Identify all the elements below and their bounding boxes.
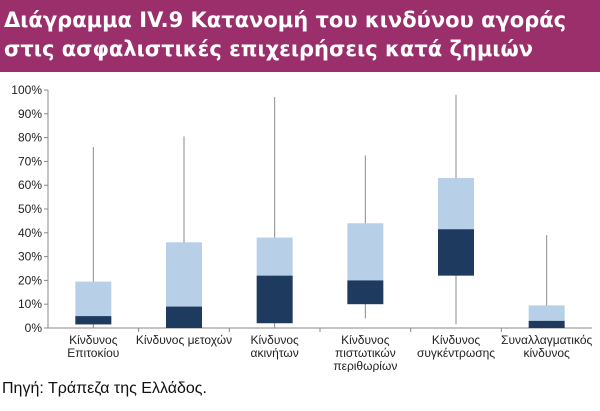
x-category-label: ακινήτων (251, 346, 299, 360)
x-category-label: Κίνδυνος (69, 333, 118, 347)
y-tick-label: 80% (18, 131, 42, 145)
box-upper-segment (347, 223, 384, 281)
title-banner: Διάγραμμα IV.9 Κατανομή του κινδύνου αγο… (0, 0, 600, 72)
box-lower-segment (347, 280, 384, 305)
box-upper-segment (75, 281, 112, 317)
y-tick-label: 60% (18, 178, 42, 192)
y-tick-label: 20% (18, 273, 42, 287)
x-category-label: Κίνδυνος (341, 333, 390, 347)
x-category-label: Κίνδυνος μετοχών (136, 333, 232, 347)
x-category-label: πιστωτικών (335, 346, 396, 360)
y-tick-label: 90% (18, 107, 42, 121)
box-lower-segment (438, 229, 474, 276)
chart-title-line-2: στις ασφαλιστικές επιχειρήσεις κατά ζημι… (4, 37, 534, 61)
source-note: Πηγή: Τράπεζα της Ελλάδος. (2, 380, 207, 397)
box-upper-segment (256, 237, 293, 276)
x-category-label: Κίνδυνος (250, 333, 299, 347)
box-plot-chart: 0% 10% 20% 30% 40% 50% 60% 70% 80% 90% 100% Κίνδυνο… (11, 83, 592, 372)
y-tick-label: 30% (18, 250, 42, 264)
y-tick-label: 40% (18, 226, 42, 240)
x-category-label: Επιτοκίου (67, 346, 119, 360)
x-category-label: Κίνδυνος (432, 333, 481, 347)
y-tick-label: 70% (18, 154, 42, 168)
box-lower-segment (166, 306, 202, 328)
x-category-label: κίνδυνος (523, 346, 570, 360)
y-tick-label: 50% (18, 202, 42, 216)
x-category-label: Συναλλαγματικός (501, 333, 592, 347)
box-upper-segment (528, 305, 565, 321)
x-category-label: περιθωρίων (333, 359, 397, 372)
box-upper-segment (166, 242, 202, 307)
y-tick-label: 0% (25, 321, 43, 335)
chart-title-line-1: Διάγραμμα IV.9 Κατανομή του κινδύνου αγο… (4, 8, 567, 32)
box-lower-segment (528, 320, 565, 328)
chart-panel: 0% 10% 20% 30% 40% 50% 60% 70% 80% 90% 100% Κίνδυνο… (0, 74, 600, 372)
box-lower-segment (75, 316, 112, 325)
y-tick-label: 100% (11, 83, 42, 97)
box-lower-segment (256, 275, 293, 324)
x-category-label: συγκέντρωσης (417, 346, 495, 360)
box-upper-segment (438, 178, 474, 230)
y-tick-label: 10% (18, 297, 42, 311)
